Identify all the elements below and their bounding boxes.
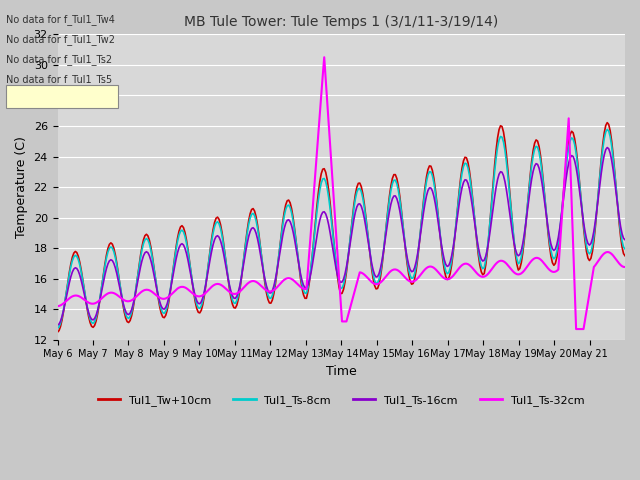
Text: No data for f_Tul1_Tw2: No data for f_Tul1_Tw2 — [6, 34, 115, 45]
Text: No data for f_Tul1_Tw4: No data for f_Tul1_Tw4 — [6, 13, 115, 24]
Legend: Tul1_Tw+10cm, Tul1_Ts-8cm, Tul1_Ts-16cm, Tul1_Ts-32cm: Tul1_Tw+10cm, Tul1_Ts-8cm, Tul1_Ts-16cm,… — [93, 391, 589, 410]
Text: MB_tule: MB_tule — [16, 94, 63, 105]
Title: MB Tule Tower: Tule Temps 1 (3/1/11-3/19/14): MB Tule Tower: Tule Temps 1 (3/1/11-3/19… — [184, 15, 499, 29]
Y-axis label: Temperature (C): Temperature (C) — [15, 136, 28, 238]
Text: No data for f_Tul1_Ts5: No data for f_Tul1_Ts5 — [6, 74, 113, 85]
Text: No data for f_Tul1_Ts2: No data for f_Tul1_Ts2 — [6, 54, 113, 65]
X-axis label: Time: Time — [326, 365, 356, 378]
